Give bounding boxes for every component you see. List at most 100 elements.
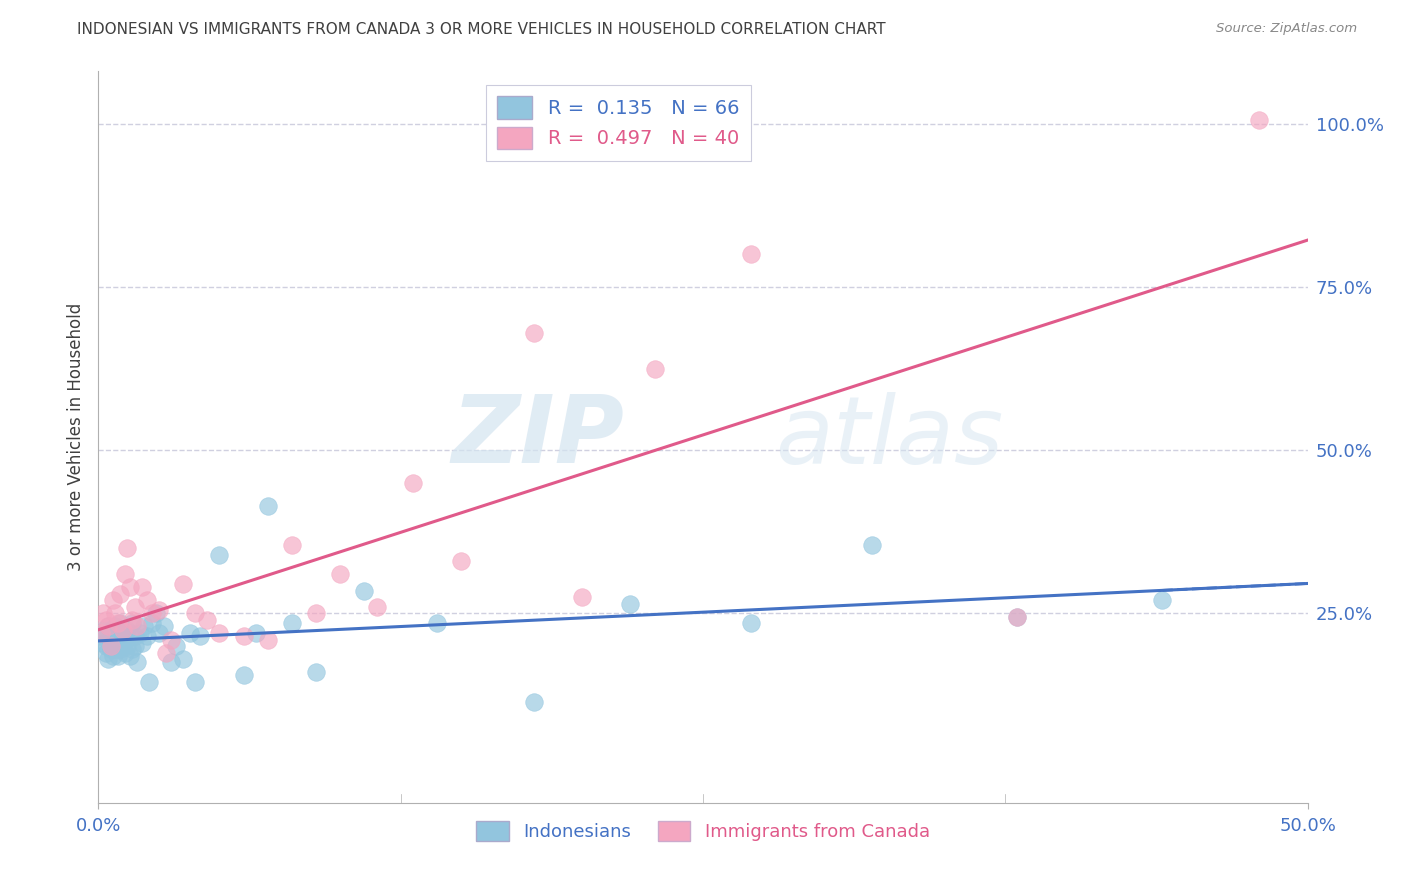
- Point: [117, 623, 139, 637]
- Point: [128, 626, 150, 640]
- Text: ZIP: ZIP: [451, 391, 624, 483]
- Point: [145, 607, 167, 621]
- Point: [127, 656, 149, 670]
- Point: [100, 639, 122, 653]
- Point: [101, 626, 124, 640]
- Point: [124, 629, 146, 643]
- Point: [134, 619, 156, 633]
- Point: [97, 652, 120, 666]
- Point: [1152, 593, 1174, 607]
- Point: [353, 583, 375, 598]
- Point: [1007, 609, 1029, 624]
- Point: [121, 642, 143, 657]
- Point: [97, 629, 120, 643]
- Point: [101, 593, 124, 607]
- Point: [155, 646, 177, 660]
- Point: [305, 607, 328, 621]
- Point: [195, 613, 218, 627]
- Point: [101, 639, 124, 653]
- Point: [107, 639, 129, 653]
- Point: [97, 619, 120, 633]
- Point: [1249, 113, 1271, 128]
- Point: [256, 632, 278, 647]
- Point: [450, 554, 472, 568]
- Point: [100, 632, 122, 647]
- Point: [152, 619, 174, 633]
- Point: [114, 646, 136, 660]
- Point: [118, 626, 141, 640]
- Point: [179, 626, 201, 640]
- Point: [111, 639, 134, 653]
- Point: [208, 626, 231, 640]
- Point: [523, 326, 546, 340]
- Point: [118, 648, 141, 663]
- Point: [160, 656, 183, 670]
- Point: [124, 639, 146, 653]
- Point: [107, 616, 129, 631]
- Point: [91, 636, 114, 650]
- Point: [135, 593, 157, 607]
- Point: [104, 632, 127, 647]
- Point: [94, 613, 117, 627]
- Point: [90, 629, 112, 643]
- Point: [160, 632, 183, 647]
- Point: [117, 541, 139, 555]
- Point: [104, 642, 127, 657]
- Point: [131, 636, 153, 650]
- Point: [740, 247, 762, 261]
- Point: [329, 567, 352, 582]
- Point: [114, 632, 136, 647]
- Point: [256, 499, 278, 513]
- Point: [111, 623, 134, 637]
- Point: [148, 603, 170, 617]
- Point: [188, 629, 211, 643]
- Point: [184, 607, 207, 621]
- Y-axis label: 3 or more Vehicles in Household: 3 or more Vehicles in Household: [66, 303, 84, 571]
- Point: [100, 623, 122, 637]
- Point: [108, 587, 131, 601]
- Point: [165, 639, 187, 653]
- Text: atlas: atlas: [776, 392, 1004, 483]
- Point: [121, 616, 143, 631]
- Point: [138, 675, 160, 690]
- Point: [619, 597, 641, 611]
- Text: Source: ZipAtlas.com: Source: ZipAtlas.com: [1216, 22, 1357, 36]
- Point: [114, 567, 136, 582]
- Point: [118, 580, 141, 594]
- Point: [172, 577, 194, 591]
- Point: [111, 623, 134, 637]
- Point: [860, 538, 883, 552]
- Point: [108, 616, 131, 631]
- Point: [104, 619, 127, 633]
- Point: [366, 599, 388, 614]
- Point: [101, 648, 124, 663]
- Point: [97, 619, 120, 633]
- Point: [245, 626, 267, 640]
- Point: [117, 639, 139, 653]
- Point: [208, 548, 231, 562]
- Point: [281, 538, 304, 552]
- Point: [94, 639, 117, 653]
- Point: [107, 648, 129, 663]
- Point: [1007, 609, 1029, 624]
- Point: [523, 695, 546, 709]
- Point: [121, 613, 143, 627]
- Point: [104, 607, 127, 621]
- Point: [127, 619, 149, 633]
- Point: [100, 642, 122, 657]
- Point: [131, 580, 153, 594]
- Point: [281, 616, 304, 631]
- Point: [184, 675, 207, 690]
- Point: [94, 646, 117, 660]
- Point: [148, 626, 170, 640]
- Point: [111, 629, 134, 643]
- Point: [232, 629, 254, 643]
- Text: INDONESIAN VS IMMIGRANTS FROM CANADA 3 OR MORE VEHICLES IN HOUSEHOLD CORRELATION: INDONESIAN VS IMMIGRANTS FROM CANADA 3 O…: [77, 22, 886, 37]
- Point: [91, 607, 114, 621]
- Point: [141, 616, 163, 631]
- Point: [426, 616, 449, 631]
- Point: [135, 629, 157, 643]
- Point: [107, 626, 129, 640]
- Point: [108, 642, 131, 657]
- Point: [571, 590, 593, 604]
